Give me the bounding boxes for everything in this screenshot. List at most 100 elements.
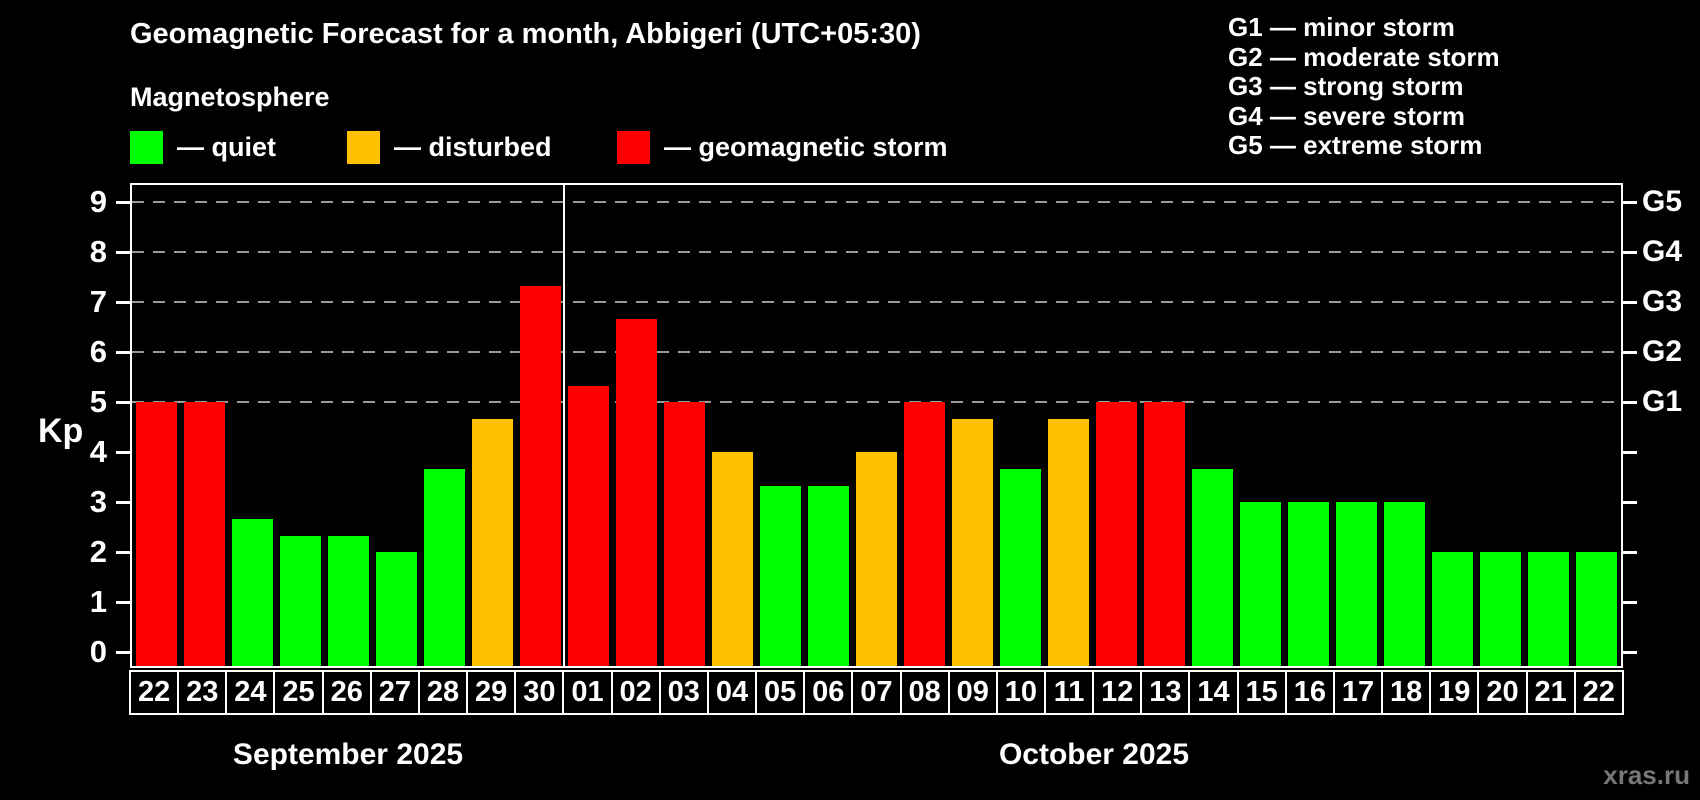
day-label-box: 24 bbox=[225, 670, 276, 715]
day-label-box: 15 bbox=[1236, 670, 1287, 715]
kp-axis-tick bbox=[116, 551, 130, 554]
kp-bar bbox=[1288, 502, 1330, 666]
kp-bar bbox=[231, 518, 273, 666]
legend-label-disturbed: — disturbed bbox=[394, 132, 552, 162]
plot-area bbox=[130, 183, 1623, 668]
kp-axis-tick bbox=[116, 501, 130, 504]
month-divider-line bbox=[563, 185, 566, 666]
day-label-box: 28 bbox=[417, 670, 469, 715]
kp-bar bbox=[1240, 502, 1282, 666]
day-label-box: 23 bbox=[177, 670, 228, 715]
g3-legend-line: G3 — strong storm bbox=[1228, 71, 1464, 102]
kp-bar bbox=[1480, 552, 1522, 666]
kp-bar bbox=[759, 485, 801, 666]
kp-bar bbox=[1336, 502, 1378, 666]
g5-legend-line: G5 — extreme storm bbox=[1228, 130, 1483, 161]
month-label-september: September 2025 bbox=[232, 738, 464, 771]
day-label-box: 11 bbox=[1043, 670, 1095, 715]
g-axis-tick bbox=[1623, 501, 1637, 504]
quiet-color-swatch bbox=[130, 131, 163, 164]
kp-bar bbox=[327, 535, 369, 666]
kp-bar bbox=[952, 418, 994, 666]
g-axis-tick bbox=[1623, 251, 1637, 254]
day-label-box: 29 bbox=[466, 670, 517, 715]
kp-axis-tick bbox=[116, 251, 130, 254]
kp-tick-label: 7 bbox=[89, 284, 107, 319]
day-label-box: 02 bbox=[610, 670, 661, 715]
day-label-box: 10 bbox=[995, 670, 1046, 715]
kp-gridline bbox=[132, 201, 1621, 203]
g-tick-label: G5 bbox=[1642, 185, 1683, 218]
day-label-box: 25 bbox=[273, 670, 324, 715]
g-tick-label: G1 bbox=[1642, 385, 1683, 418]
kp-bar bbox=[807, 485, 849, 666]
kp-bar bbox=[183, 402, 225, 666]
chart-title: Geomagnetic Forecast for a month, Abbige… bbox=[130, 18, 921, 50]
g-scale-legend: G1 — minor storm G2 — moderate storm G3 … bbox=[1228, 12, 1500, 161]
g-tick-label: G4 bbox=[1642, 235, 1683, 268]
kp-tick-label: 9 bbox=[89, 184, 107, 219]
kp-bar bbox=[471, 418, 513, 666]
legend-item-storm: — geomagnetic storm bbox=[617, 131, 948, 164]
g2-legend-line: G2 — moderate storm bbox=[1228, 41, 1500, 72]
g-axis-tick bbox=[1623, 401, 1637, 404]
chart-subtitle: Magnetosphere bbox=[130, 82, 330, 112]
g-axis-tick bbox=[1623, 201, 1637, 204]
day-label-box: 21 bbox=[1525, 670, 1576, 715]
g-tick-label: G2 bbox=[1642, 335, 1683, 368]
day-labels-row: 22 23 24 25 26 27 28 29 30 01 02 03 04 05 06 07 08 09 10 11… bbox=[129, 670, 1624, 715]
kp-tick-label: 5 bbox=[89, 384, 107, 419]
kp-bar bbox=[856, 452, 897, 666]
legend-label-quiet: — quiet bbox=[177, 132, 276, 162]
kp-bar bbox=[1576, 552, 1618, 666]
kp-bar bbox=[279, 535, 321, 666]
kp-bar bbox=[519, 285, 561, 666]
day-label-box: 03 bbox=[658, 670, 709, 715]
kp-tick-label: 1 bbox=[89, 584, 107, 619]
g-axis-tick bbox=[1623, 451, 1637, 454]
day-label-box: 09 bbox=[947, 670, 998, 715]
day-label-box: 22 bbox=[129, 670, 180, 715]
kp-axis-label: Kp bbox=[38, 412, 84, 450]
kp-bar bbox=[711, 452, 753, 666]
kp-bar bbox=[663, 402, 705, 666]
g-axis-tick bbox=[1623, 351, 1637, 354]
day-label-box: 08 bbox=[899, 670, 950, 715]
kp-tick-label: 4 bbox=[89, 434, 107, 469]
kp-bar bbox=[375, 552, 417, 666]
kp-bar bbox=[1432, 552, 1474, 666]
day-label-box: 06 bbox=[803, 670, 854, 715]
kp-axis-tick bbox=[116, 401, 130, 404]
legend-label-storm: — geomagnetic storm bbox=[664, 132, 948, 162]
kp-axis-tick bbox=[116, 651, 130, 654]
kp-bar bbox=[1528, 552, 1570, 666]
kp-axis-tick bbox=[116, 601, 130, 604]
kp-bar bbox=[135, 402, 177, 666]
legend-item-quiet: — quiet bbox=[130, 131, 276, 164]
kp-bar bbox=[1048, 418, 1090, 666]
day-label-box: 22 bbox=[1573, 670, 1624, 715]
day-label-box: 27 bbox=[369, 670, 420, 715]
kp-bar bbox=[1000, 468, 1042, 666]
kp-bar bbox=[1192, 468, 1234, 666]
kp-bar bbox=[904, 402, 946, 666]
month-label-october: October 2025 bbox=[998, 738, 1190, 771]
kp-bar bbox=[423, 468, 465, 666]
g-axis-tick bbox=[1623, 551, 1637, 554]
kp-bar bbox=[615, 318, 657, 666]
kp-tick-label: 8 bbox=[89, 234, 107, 269]
kp-gridline bbox=[132, 401, 1621, 403]
g-axis-tick bbox=[1623, 301, 1637, 304]
kp-axis-tick bbox=[116, 301, 130, 304]
g4-legend-line: G4 — severe storm bbox=[1228, 100, 1466, 131]
day-label-box: 01 bbox=[562, 670, 613, 715]
day-label-box: 12 bbox=[1092, 670, 1143, 715]
day-label-box: 07 bbox=[851, 670, 902, 715]
day-label-box: 17 bbox=[1332, 670, 1384, 715]
day-label-box: 04 bbox=[706, 670, 758, 715]
g1-legend-line: G1 — minor storm bbox=[1228, 12, 1455, 42]
day-label-box: 19 bbox=[1429, 670, 1480, 715]
kp-bar bbox=[1096, 402, 1138, 666]
kp-axis-tick bbox=[116, 451, 130, 454]
day-label-box: 16 bbox=[1284, 670, 1335, 715]
